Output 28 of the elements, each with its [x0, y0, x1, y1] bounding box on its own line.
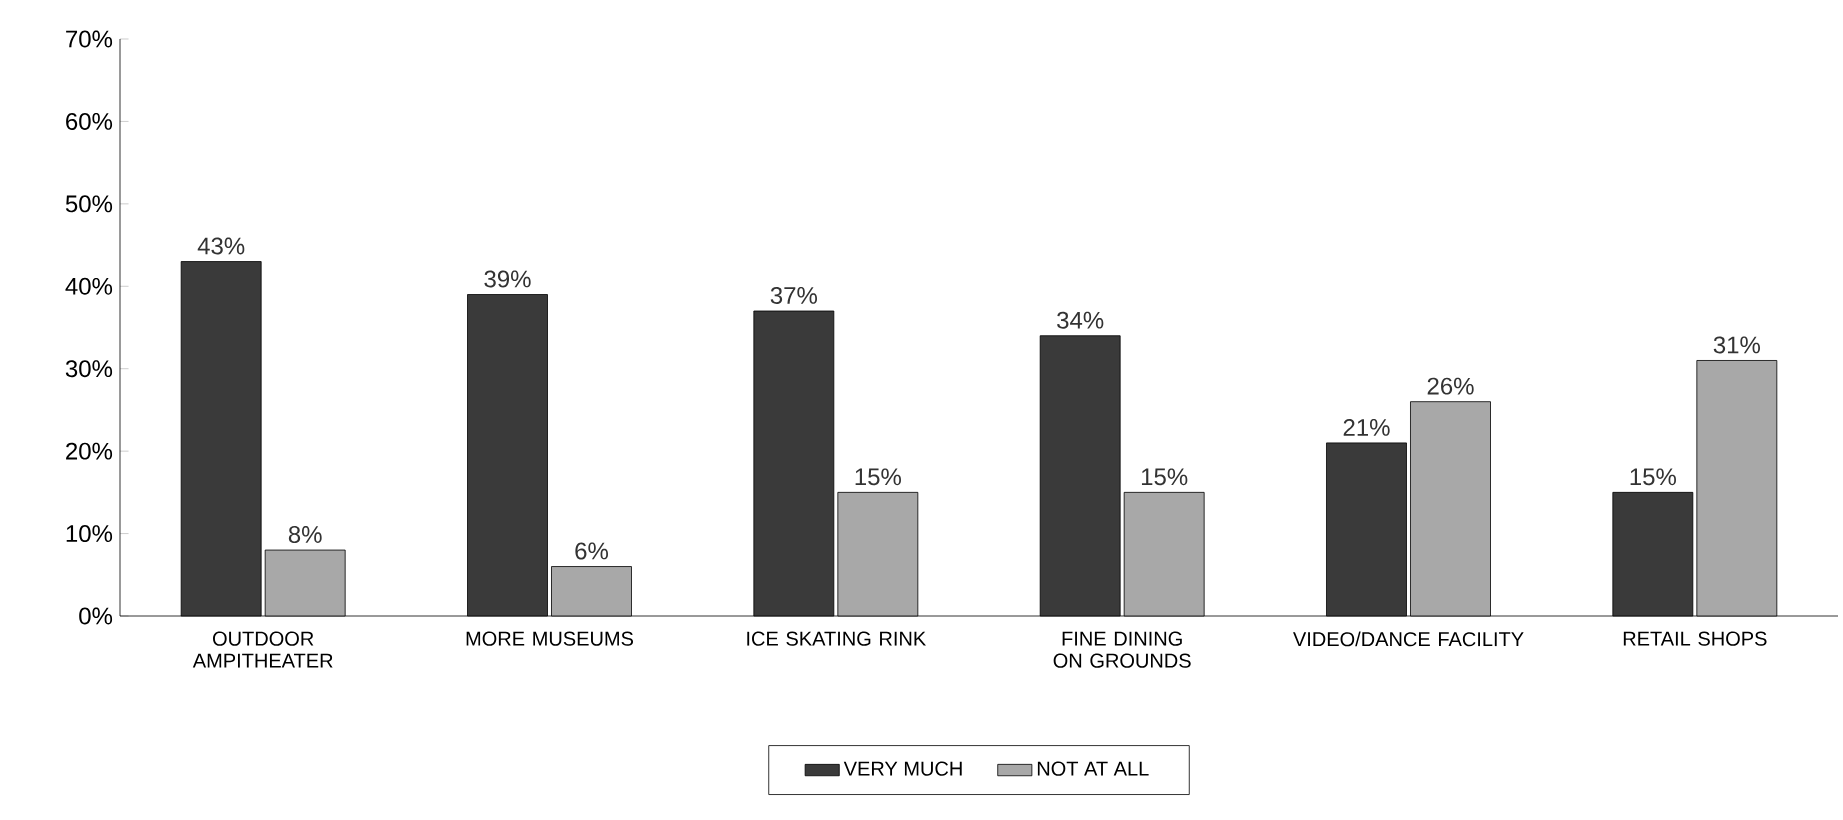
- x-tick-label: VIDEO/DANCE FACILITY: [1293, 631, 1524, 647]
- data-label: 15%: [1630, 468, 1676, 486]
- data-label: 39%: [484, 270, 531, 288]
- data-label: 37%: [770, 286, 817, 304]
- data-label: 8%: [288, 526, 322, 543]
- y-tick-label: 40%: [65, 277, 113, 295]
- x-tick-label: MORE MUSEUMS: [466, 631, 634, 646]
- y-tick-label: 50%: [65, 195, 113, 213]
- data-label: 15%: [855, 468, 901, 486]
- x-tick-label: OUTDOOR AMPITHEATER: [192, 631, 333, 668]
- data-label: 15%: [1141, 468, 1188, 486]
- x-tick-label: RETAIL SHOPS: [1623, 631, 1767, 646]
- y-tick-label: 10%: [66, 525, 113, 543]
- x-tick-label: FINE DINING ON GROUNDS: [1053, 631, 1191, 668]
- legend-label: NOT AT ALL: [1037, 761, 1149, 776]
- data-label: 43%: [197, 237, 245, 255]
- y-tick-label: 0%: [79, 607, 113, 625]
- y-tick-label: 70%: [66, 30, 113, 48]
- y-tick-label: 20%: [66, 442, 113, 460]
- data-label: 6%: [575, 542, 608, 560]
- data-label: 26%: [1427, 377, 1474, 395]
- legend-label: VERY MUCH: [843, 761, 962, 776]
- data-label: 34%: [1057, 311, 1104, 329]
- y-tick-label: 30%: [65, 360, 113, 378]
- data-label: 31%: [1713, 336, 1760, 354]
- data-label: 21%: [1343, 418, 1390, 436]
- y-tick-label: 60%: [66, 112, 113, 130]
- x-tick-label: ICE SKATING RINK: [747, 631, 926, 646]
